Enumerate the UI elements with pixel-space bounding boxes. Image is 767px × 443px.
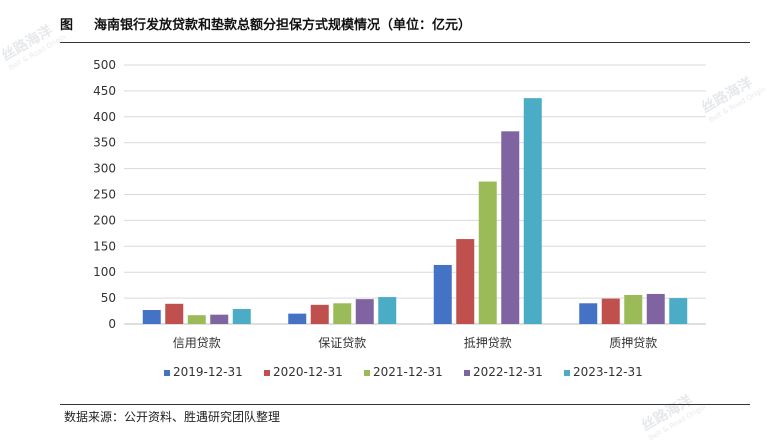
x-tick-label: 信用贷款: [173, 336, 221, 350]
legend-swatch: [564, 370, 570, 376]
y-tick-label: 400: [93, 110, 116, 124]
bar: [456, 239, 475, 324]
source-rule: [60, 404, 750, 405]
legend-label: 2020-12-31: [273, 365, 343, 379]
figure-title: 图 海南银行发放贷款和垫款总额分担保方式规模情况（单位：亿元）: [60, 14, 750, 40]
legend-swatch: [164, 370, 170, 376]
legend-swatch: [264, 370, 270, 376]
legend-label: 2019-12-31: [173, 365, 243, 379]
bar: [187, 315, 206, 324]
y-tick-label: 0: [108, 317, 116, 331]
bar: [210, 314, 229, 324]
legend-label: 2023-12-31: [573, 365, 643, 379]
y-tick-label: 150: [93, 239, 116, 253]
y-tick-label: 450: [93, 84, 116, 98]
y-tick-label: 50: [101, 291, 116, 305]
y-tick-label: 350: [93, 136, 116, 150]
y-tick-label: 300: [93, 162, 116, 176]
bar: [142, 310, 161, 324]
legend-swatch: [464, 370, 470, 376]
chart-title: 海南银行发放贷款和垫款总额分担保方式规模情况（单位：亿元）: [94, 18, 472, 33]
source-note: 数据来源：公开资料、胜遇研究团队整理: [64, 410, 281, 424]
bar: [624, 294, 643, 324]
bar: [523, 98, 542, 324]
bar: [378, 297, 397, 324]
bar: [646, 293, 665, 324]
bar: [355, 299, 374, 324]
x-tick-label: 抵押贷款: [464, 336, 512, 350]
bar: [433, 264, 452, 324]
y-tick-label: 250: [93, 188, 116, 202]
bar: [288, 313, 307, 324]
bar: [310, 304, 329, 324]
title-rule: [60, 42, 750, 43]
bar: [333, 303, 352, 324]
figure-label: 图: [60, 18, 74, 33]
legend-label: 2022-12-31: [473, 365, 543, 379]
bar: [601, 298, 620, 324]
bar: [579, 303, 598, 324]
x-tick-label: 保证贷款: [318, 336, 366, 350]
bar: [478, 181, 497, 324]
x-tick-label: 质押贷款: [609, 336, 657, 350]
bar: [165, 303, 184, 324]
legend-label: 2021-12-31: [373, 365, 443, 379]
bar: [669, 298, 688, 324]
y-tick-label: 200: [93, 213, 116, 227]
bar: [501, 131, 520, 324]
bar: [232, 308, 251, 324]
y-tick-label: 500: [93, 58, 116, 72]
y-tick-label: 100: [93, 265, 116, 279]
legend-swatch: [364, 370, 370, 376]
